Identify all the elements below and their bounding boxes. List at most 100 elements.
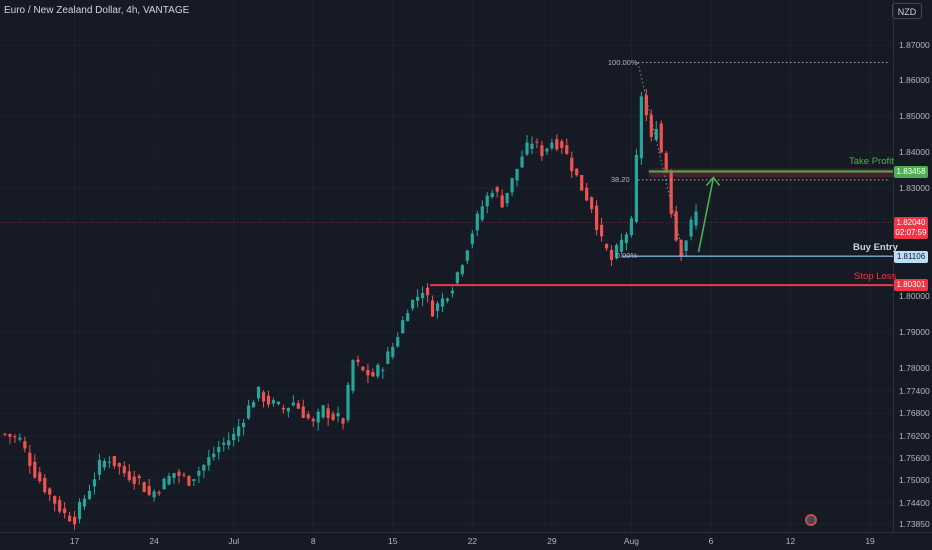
candle-body: [102, 460, 107, 468]
candle-body: [575, 168, 579, 176]
candle-body: [376, 364, 380, 377]
candle-body: [251, 402, 256, 408]
candle-body: [63, 508, 67, 514]
time-tick-label: 8: [310, 536, 316, 546]
price-tick-label: 1.79000: [899, 327, 930, 337]
candle-body: [152, 491, 156, 498]
candle-body: [411, 299, 415, 309]
candle-body: [77, 502, 82, 520]
buy-entry-label: Buy Entry: [853, 242, 898, 254]
currency-button[interactable]: NZD: [892, 3, 922, 19]
candle-body: [301, 406, 305, 419]
candle-body: [525, 142, 529, 155]
candle-body: [227, 440, 231, 446]
candle-body: [381, 370, 385, 372]
candle-body: [639, 96, 643, 159]
candle-body: [565, 145, 569, 154]
candle-body: [112, 455, 116, 466]
time-tick-label: 29: [547, 536, 557, 546]
candle-body: [286, 407, 290, 412]
candle-body: [321, 405, 325, 418]
candle-body: [425, 287, 430, 296]
candle-body: [48, 488, 52, 495]
candle-body: [634, 155, 638, 222]
candle-body: [689, 219, 693, 237]
candle-body: [599, 224, 604, 237]
candle-body: [276, 401, 281, 405]
candle-body: [222, 442, 226, 445]
candle-body: [18, 437, 22, 440]
candle-body: [336, 413, 340, 417]
price-tick-label: 1.83000: [899, 183, 930, 193]
tradingview-logo-icon[interactable]: [805, 514, 817, 526]
candle-body: [500, 195, 504, 208]
candle-body: [326, 408, 330, 418]
candle-body: [43, 477, 47, 493]
candle-body: [172, 472, 176, 478]
time-tick-label: 24: [149, 536, 159, 546]
candle-body: [590, 197, 594, 210]
current-price-tag: 1.82040 02:07:59: [894, 216, 928, 239]
candle-body: [520, 156, 524, 168]
candle-body: [132, 476, 136, 484]
candle-body: [28, 452, 32, 466]
price-tick-label: 1.76800: [899, 408, 930, 418]
candle-body: [296, 403, 300, 409]
time-tick-label: 22: [467, 536, 478, 546]
candle-body: [356, 359, 360, 363]
candle-body: [644, 95, 648, 116]
candle-body: [664, 153, 668, 172]
candle-body: [540, 145, 544, 157]
price-chart[interactable]: [0, 0, 893, 532]
take-profit-label: Take Profit: [849, 155, 894, 167]
candle-body: [306, 414, 310, 419]
candle-body: [53, 496, 57, 504]
candle-body: [609, 249, 614, 260]
candle-body: [624, 234, 629, 244]
candle-body: [147, 486, 151, 495]
candle-body: [485, 195, 489, 207]
current-price: 1.82040: [896, 217, 926, 227]
candle-body: [669, 171, 673, 215]
candle-body: [386, 351, 390, 364]
price-tick-label: 1.75000: [899, 475, 930, 485]
price-tick-label: 1.86000: [899, 75, 930, 85]
price-tick-label: 1.85000: [899, 111, 930, 121]
chart-title: Euro / New Zealand Dollar, 4h, VANTAGE: [4, 5, 190, 16]
candle-body: [560, 141, 564, 149]
candle-body: [595, 205, 599, 230]
candle-body: [585, 187, 589, 201]
candle-body: [38, 472, 42, 482]
stop-loss-price-tag: 1.80301: [894, 279, 928, 292]
candle-body: [192, 479, 196, 481]
candle-body: [550, 142, 554, 149]
candle-body: [545, 148, 549, 152]
price-axis-divider: [893, 0, 894, 532]
candle-body: [13, 436, 17, 438]
candle-body: [629, 218, 634, 236]
projection-arrow-head-icon: [705, 176, 721, 187]
candle-body: [475, 213, 479, 231]
time-tick-label: 15: [388, 536, 398, 546]
candle-body: [256, 386, 261, 399]
candle-body: [68, 515, 72, 522]
candle-body: [72, 516, 77, 525]
candle-body: [679, 239, 683, 257]
candle-body: [281, 407, 285, 410]
candle-body: [3, 433, 7, 435]
stop-loss-label: Stop Loss: [854, 271, 897, 283]
candle-body: [570, 157, 574, 172]
price-tick-label: 1.76200: [899, 431, 930, 441]
candle-body: [291, 402, 295, 406]
fib-100-label: 100.00%: [607, 57, 638, 67]
candle-body: [212, 453, 216, 458]
candle-body: [92, 479, 97, 487]
candle-body: [97, 459, 102, 475]
candle-body: [420, 292, 425, 299]
candle-body: [246, 405, 251, 419]
candle-body: [87, 490, 92, 500]
candle-body: [58, 499, 62, 512]
candle-body: [331, 413, 335, 420]
candle-body: [261, 392, 266, 402]
